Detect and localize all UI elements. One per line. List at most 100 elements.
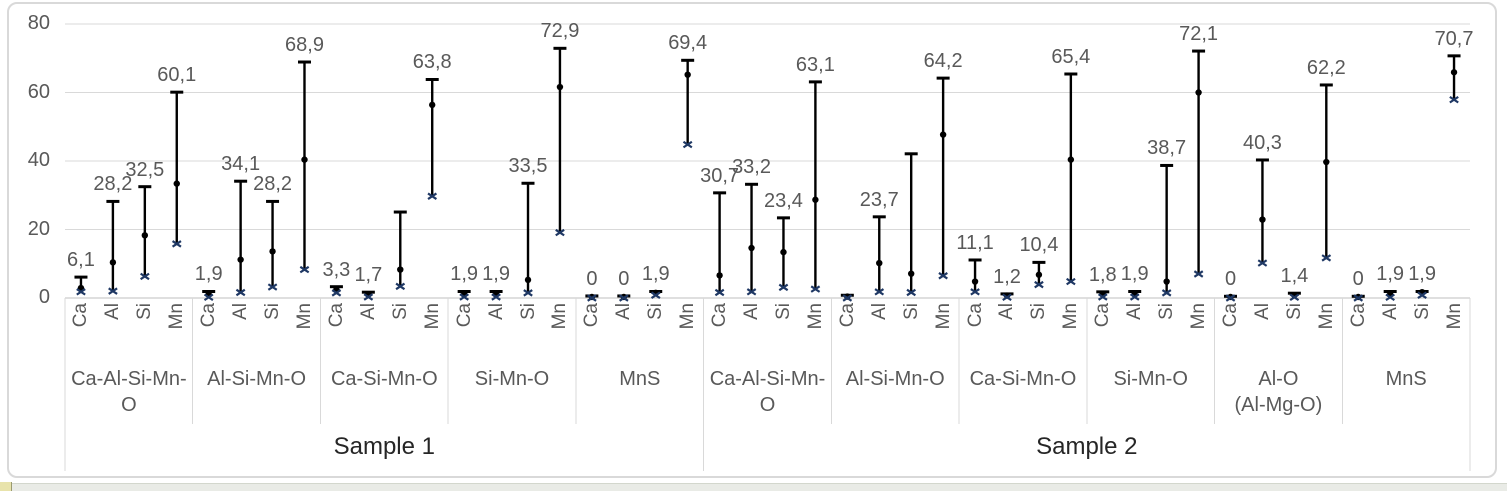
min-x-marker [650,291,661,299]
min-x-marker [970,288,980,296]
min-x-marker [1129,293,1140,301]
range-bar-Ca-Al-Si-Mn-O-Ca[interactable] [713,191,727,297]
range-bar-Al-Si-Mn-O-Si[interactable] [904,152,918,297]
range-bar-MnS-Al[interactable] [1383,289,1397,302]
range-bar-Al-Si-Mn-O-Ca[interactable] [202,289,216,302]
mean-dot [524,276,532,284]
min-x-marker [1002,293,1012,302]
range-bar-Ca-Si-Mn-O-Ca[interactable] [329,285,343,297]
min-x-marker [523,289,533,297]
min-x-marker [906,288,917,297]
range-bar-Ca-Al-Si-Mn-O-Al[interactable] [745,182,759,296]
range-bar-Si-Mn-O-Si[interactable] [521,181,535,297]
range-bar-Ca-Al-Si-Mn-O-Ca[interactable] [74,275,88,296]
min-x-marker [746,288,757,296]
range-bar-Ca-Al-Si-Mn-O-Si[interactable] [776,216,790,292]
mean-dot [812,196,819,203]
mean-dot [1195,89,1202,96]
range-bar-Al-Si-Mn-O-Mn[interactable] [297,60,311,274]
range-bar-Al-Si-Mn-O-Al[interactable] [872,215,886,296]
mean-dot [556,83,564,91]
mean-dot [907,270,915,277]
min-x-marker [491,293,501,301]
range-bar-Al-Si-Mn-O-Ca[interactable] [840,293,854,302]
mean-dot [1259,216,1266,223]
min-x-marker [1289,293,1300,302]
range-bar-Ca-Al-Si-Mn-O-Al[interactable] [106,199,120,295]
range-bar-Si-Mn-O-Ca[interactable] [1096,290,1110,301]
range-bar-Si-Mn-O-Si[interactable] [1160,163,1174,297]
mean-dot [780,248,787,256]
min-x-marker [1449,95,1459,104]
range-bar-Al-O (Al-Mg-O)-Mn[interactable] [1319,83,1333,262]
min-x-marker [203,293,214,302]
min-x-marker [1034,280,1044,289]
mean-dot [971,278,979,285]
range-bar-MnS-Ca[interactable] [585,293,599,302]
range-bar-MnS-Mn[interactable] [1447,54,1461,104]
range-bar-Ca-Si-Mn-O-Mn[interactable] [1064,72,1078,286]
range-bar-Ca-Al-Si-Mn-O-Mn[interactable] [170,90,184,248]
mean-dot [237,256,244,263]
range-bar-MnS-Si[interactable] [1415,288,1429,299]
range-bar-Si-Mn-O-Mn[interactable] [553,46,567,237]
range-bar-Al-O (Al-Mg-O)-Ca[interactable] [1224,293,1238,302]
range-bar-Ca-Si-Mn-O-Ca[interactable] [968,258,982,296]
mean-dot [301,156,308,163]
range-bar-Si-Mn-O-Ca[interactable] [457,289,471,301]
mean-dot [716,272,723,279]
range-bar-Ca-Al-Si-Mn-O-Si[interactable] [138,185,152,281]
range-bar-Ca-Si-Mn-O-Al[interactable] [1000,292,1014,302]
mean-dot [397,266,404,273]
mean-dot [1323,158,1330,166]
min-x-marker [810,285,821,293]
range-bar-Si-Mn-O-Mn[interactable] [1192,49,1206,278]
range-bar-Al-Si-Mn-O-Al[interactable] [234,179,248,297]
range-bar-MnS-Ca[interactable] [1351,293,1365,302]
mean-dot [173,180,180,187]
range-bar-Al-O (Al-Mg-O)-Si[interactable] [1287,291,1301,302]
min-x-marker [1417,291,1427,299]
range-bar-Al-O (Al-Mg-O)-Al[interactable] [1255,158,1269,267]
range-bar-Ca-Si-Mn-O-Si[interactable] [1032,260,1046,289]
min-x-marker [363,293,374,301]
mean-dot [1163,278,1170,285]
min-x-marker [618,294,629,302]
min-x-marker [1225,294,1236,302]
min-x-marker [140,272,150,281]
min-x-marker [1161,289,1172,297]
min-x-marker [395,282,406,291]
min-x-marker [427,192,438,200]
min-x-marker [778,283,789,292]
mean-dot [1450,69,1458,76]
range-bar-MnS-Si[interactable] [649,289,663,299]
range-bar-Ca-Si-Mn-O-Mn[interactable] [425,77,439,200]
mean-dot [109,259,117,266]
range-bar-Ca-Si-Mn-O-Al[interactable] [361,290,375,301]
min-x-marker [587,294,597,302]
range-bar-Si-Mn-O-Al[interactable] [1128,289,1142,301]
min-x-marker [874,288,885,296]
range-bar-Ca-Al-Si-Mn-O-Mn[interactable] [808,80,822,293]
min-x-marker [1353,294,1364,302]
range-bar-Al-Si-Mn-O-Si[interactable] [266,199,280,291]
range-bar-Si-Mn-O-Al[interactable] [489,289,503,301]
mean-dot [748,244,755,252]
mean-dot [141,232,149,239]
mean-dot [429,101,436,109]
min-x-marker [459,293,469,301]
min-x-marker [682,140,693,149]
min-x-marker [331,289,342,297]
range-bar-Al-Si-Mn-O-Mn[interactable] [936,76,950,280]
min-x-marker [714,288,725,297]
min-x-marker [1321,254,1332,262]
range-bar-MnS-Mn[interactable] [681,58,695,149]
min-x-marker [842,294,853,302]
min-x-marker [555,228,565,237]
min-x-marker [235,288,246,297]
range-bar-Ca-Si-Mn-O-Si[interactable] [393,210,407,291]
range-bar-MnS-Al[interactable] [617,293,631,302]
min-x-marker [1097,293,1108,301]
